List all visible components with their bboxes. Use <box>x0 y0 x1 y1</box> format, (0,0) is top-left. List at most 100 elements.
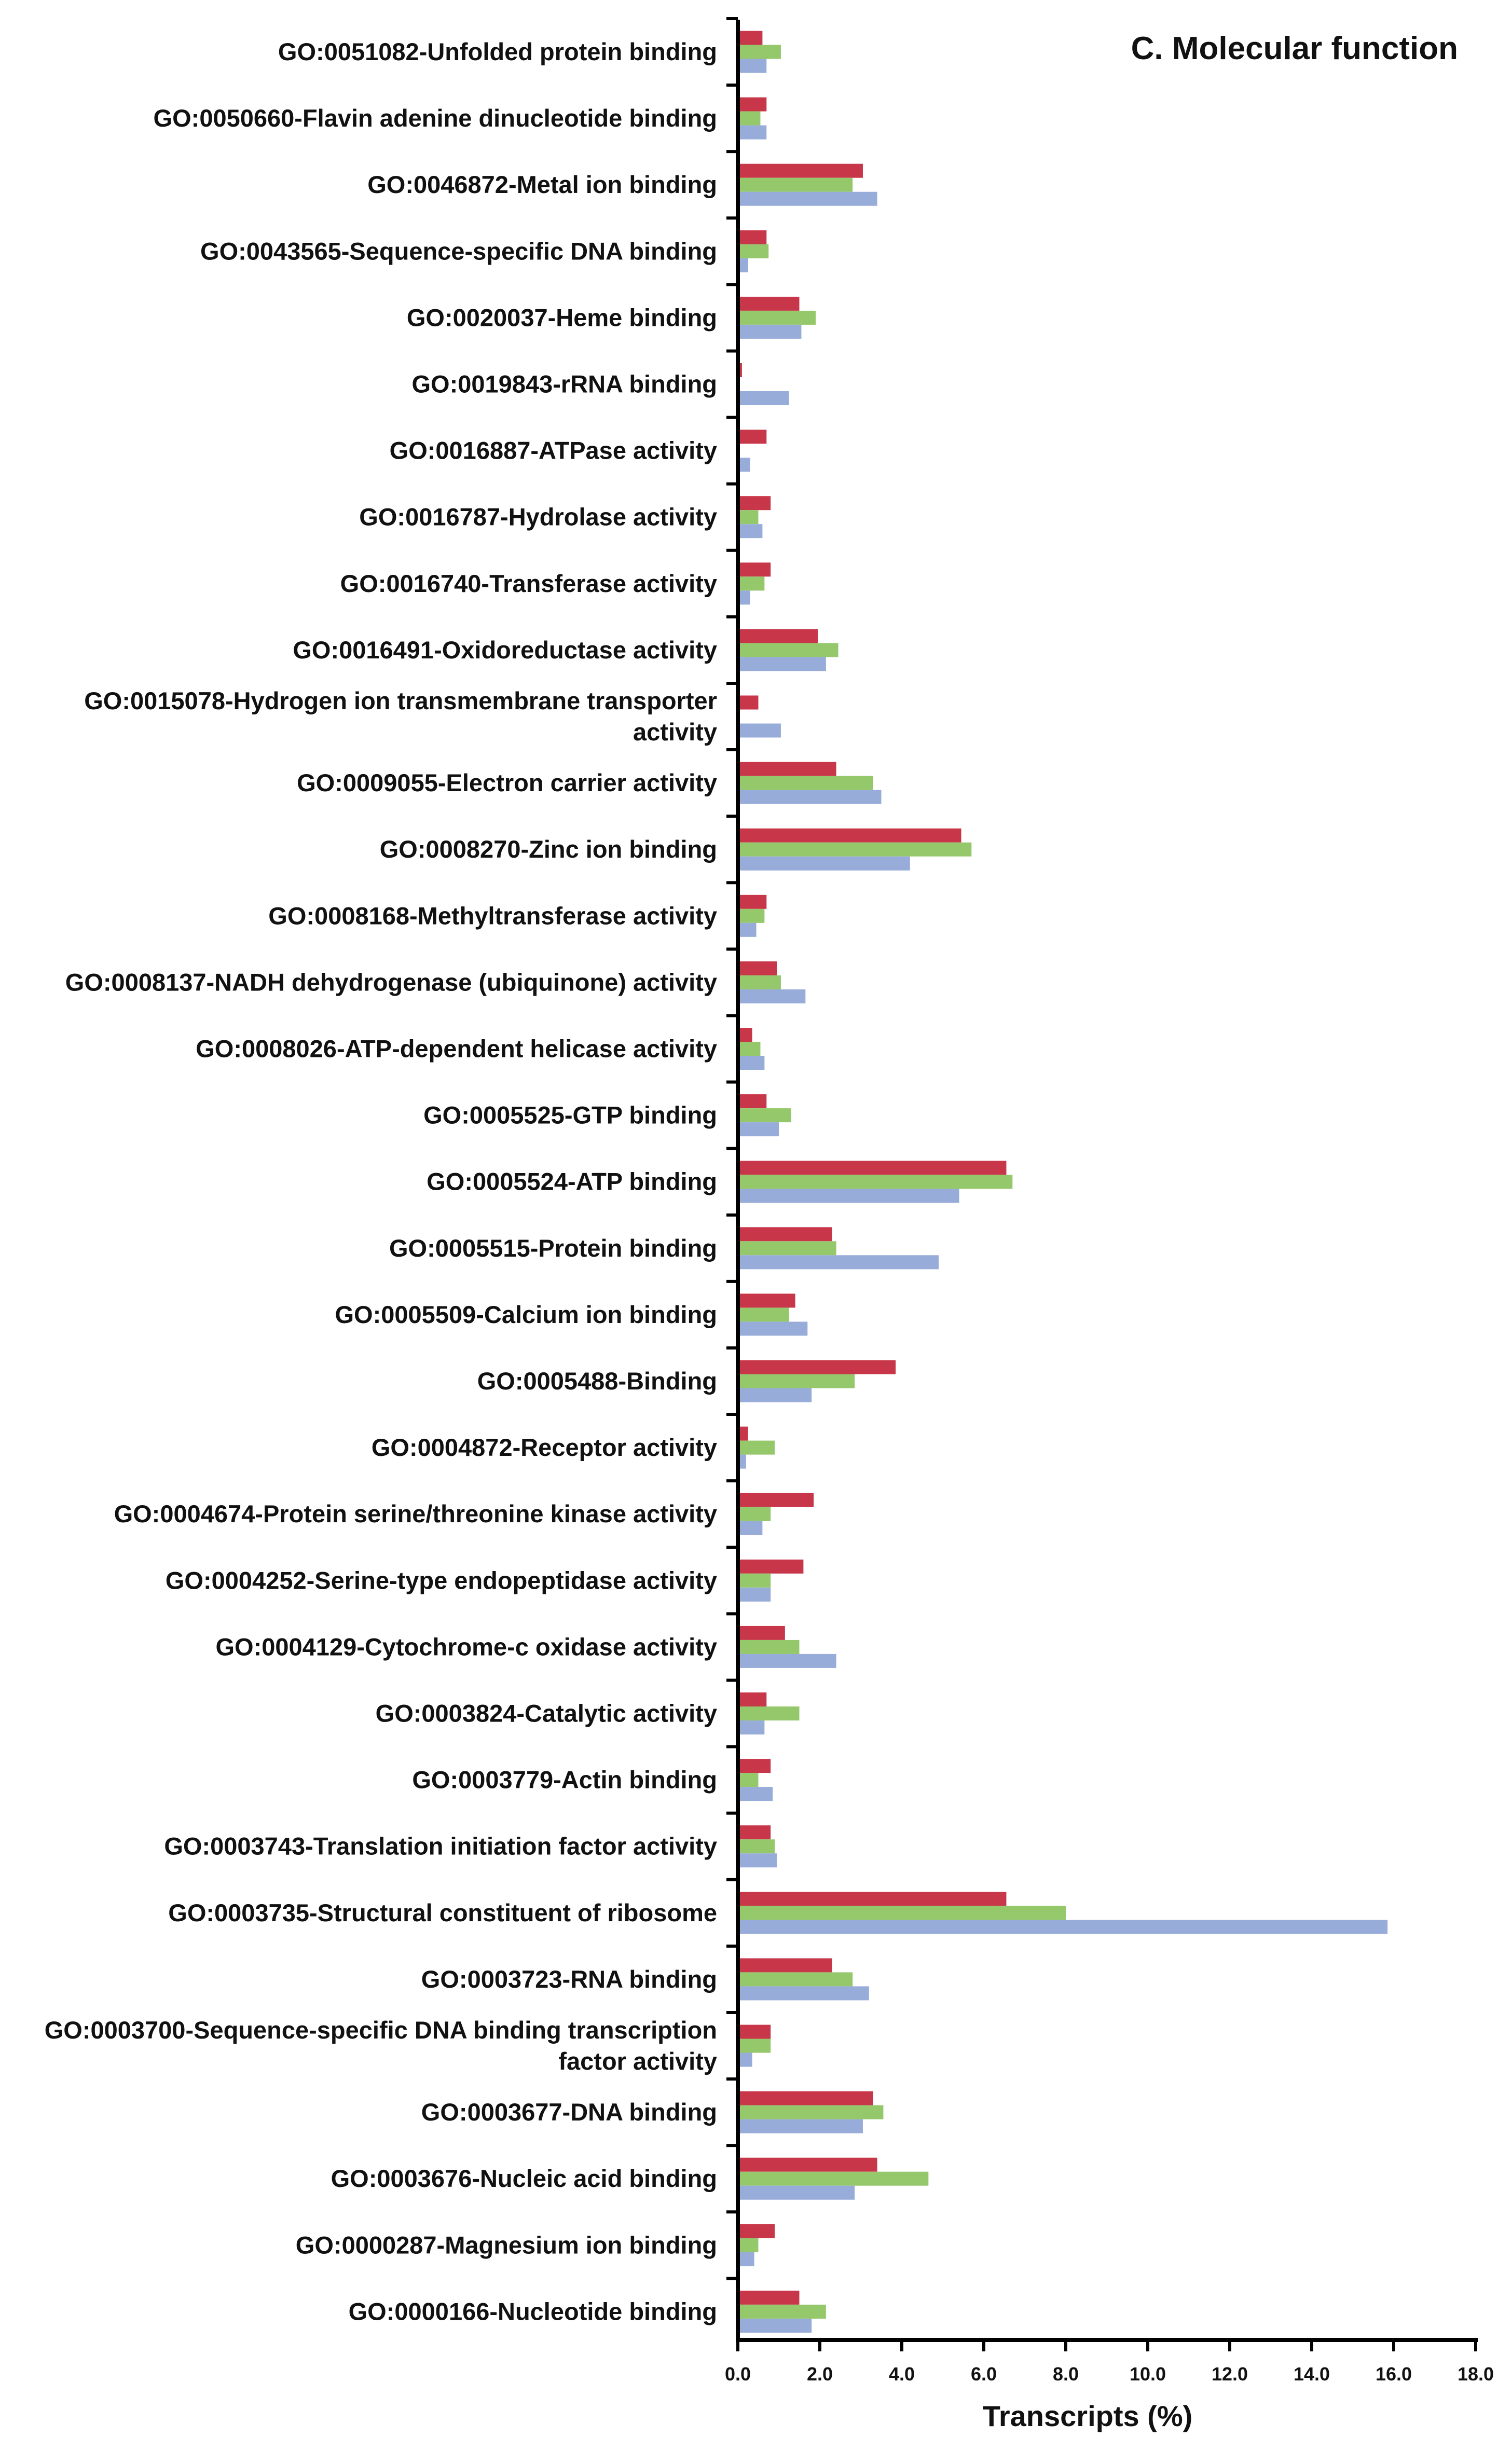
bar-series-1 <box>740 695 759 710</box>
bar-series-3 <box>740 1920 1388 1934</box>
bar-series-1 <box>740 1227 832 1242</box>
bar-series-1 <box>740 2157 877 2172</box>
bar-series-3 <box>740 1189 959 1203</box>
category-label: GO:0004129-Cytochrome-c oxidase activity <box>215 1633 717 1660</box>
bar-series-2 <box>740 2105 884 2119</box>
bar-series-1 <box>740 1958 832 1973</box>
bar-series-1 <box>740 1759 771 1773</box>
bar-series-3 <box>740 2053 752 2067</box>
category-label: GO:0016787-Hydrolase activity <box>359 503 717 531</box>
bar-series-1 <box>740 1161 1007 1175</box>
bar-series-3 <box>740 191 877 206</box>
category-label: GO:0004252-Serine-type endopeptidase act… <box>166 1566 717 1594</box>
bar-series-2 <box>740 1706 800 1720</box>
x-tick-label: 18.0 <box>1458 2363 1494 2385</box>
category-labels: GO:0051082-Unfolded protein binding GO:00… <box>45 38 717 2325</box>
bar-series-1 <box>740 562 771 577</box>
category-label: GO:0003700-Sequence-specific DNA binding… <box>45 2016 717 2044</box>
bar-series-3 <box>740 2318 812 2333</box>
bar-series-1 <box>740 1094 767 1109</box>
category-label: GO:0009055-Electron carrier activity <box>297 769 717 796</box>
bar-series-1 <box>740 296 800 311</box>
category-label: GO:0003723-RNA binding <box>421 1965 717 1993</box>
bar-series-2 <box>740 2039 771 2053</box>
bar-series-1 <box>740 496 771 511</box>
bar-series-3 <box>740 2119 863 2133</box>
category-label: GO:0005524-ATP binding <box>427 1168 717 1195</box>
bar-series-3 <box>740 2185 855 2200</box>
category-label: GO:0046872-Metal ion binding <box>367 171 717 198</box>
bar-series-2 <box>740 1839 775 1854</box>
category-label: GO:0003735-Structural constituent of rib… <box>168 1899 717 1926</box>
bar-series-3 <box>740 989 806 1003</box>
bar-series-3 <box>740 1122 779 1137</box>
bars-layer <box>740 31 1388 2333</box>
bar-series-1 <box>740 1825 771 1840</box>
bar-series-3 <box>740 1056 765 1070</box>
bar-series-2 <box>740 2171 929 2186</box>
bar-series-3 <box>740 922 757 937</box>
bar-series-1 <box>740 2025 771 2039</box>
bar-series-2 <box>740 1175 1013 1189</box>
x-tick-label: 2.0 <box>807 2363 833 2385</box>
bar-series-2 <box>740 1906 1066 1920</box>
bar-series-1 <box>740 1892 1007 1906</box>
category-label: GO:0005488-Binding <box>477 1367 717 1395</box>
x-tick-label: 10.0 <box>1130 2363 1166 2385</box>
bar-series-1 <box>740 1493 814 1507</box>
bar-series-1 <box>740 1692 767 1706</box>
bar-series-2 <box>740 1640 800 1654</box>
category-label: GO:0051082-Unfolded protein binding <box>278 38 717 65</box>
bar-series-2 <box>740 1307 789 1322</box>
bar-series-3 <box>740 458 750 472</box>
bar-series-2 <box>740 908 765 923</box>
bar-series-2 <box>740 1507 771 1521</box>
x-tick-label: 12.0 <box>1212 2363 1248 2385</box>
category-label: GO:0008168-Methyltransferase activity <box>268 902 717 929</box>
category-label: GO:0008270-Zinc ion binding <box>380 835 717 863</box>
category-label: GO:0008137-NADH dehydrogenase (ubiquinon… <box>65 968 717 996</box>
bar-series-1 <box>740 762 836 776</box>
bar-series-3 <box>740 2252 754 2266</box>
category-label: GO:0020037-Heme binding <box>407 304 717 331</box>
x-tick-label: 6.0 <box>971 2363 997 2385</box>
bar-series-3 <box>740 1521 763 1535</box>
category-label: GO:0050660-Flavin adenine dinucleotide b… <box>154 104 717 132</box>
bar-series-1 <box>740 2290 800 2305</box>
category-label: GO:0003676-Nucleic acid binding <box>331 2165 717 2192</box>
bar-series-1 <box>740 894 767 909</box>
bar-series-1 <box>740 1626 785 1640</box>
bar-series-3 <box>740 125 767 140</box>
bar-series-2 <box>740 1374 855 1388</box>
bar-series-2 <box>740 177 853 192</box>
category-label: GO:0008026-ATP-dependent helicase activi… <box>196 1035 717 1063</box>
bar-series-3 <box>740 524 763 539</box>
bar-series-2 <box>740 1972 853 1987</box>
bar-series-2 <box>740 310 816 325</box>
bar-series-1 <box>740 1028 752 1042</box>
bar-series-1 <box>740 31 763 45</box>
bar-series-2 <box>740 45 781 59</box>
bar-series-3 <box>740 657 826 671</box>
x-tick-label: 14.0 <box>1294 2363 1330 2385</box>
category-label: GO:0005509-Calcium ion binding <box>335 1301 718 1328</box>
category-label: GO:0000166-Nucleotide binding <box>349 2297 717 2325</box>
bar-series-3 <box>740 1853 777 1868</box>
x-tick-label: 0.0 <box>725 2363 751 2385</box>
bar-series-1 <box>740 1559 804 1574</box>
bar-series-2 <box>740 111 761 126</box>
bar-series-3 <box>740 590 750 605</box>
category-label: GO:0004674-Protein serine/threonine kina… <box>114 1500 717 1527</box>
category-label: GO:0005525-GTP binding <box>423 1101 717 1129</box>
bar-series-2 <box>740 1042 761 1056</box>
bar-series-1 <box>740 2091 873 2105</box>
category-label: GO:0003677-DNA binding <box>421 2098 717 2126</box>
x-axis: 0.0 2.0 4.0 6.0 8.0 10.0 12.0 14.0 16.0 18.0 <box>725 2338 1494 2385</box>
bar-series-2 <box>740 842 972 857</box>
bar-series-3 <box>740 391 789 405</box>
category-label: GO:0015078-Hydrogen ion transmembrane tr… <box>84 687 717 714</box>
category-label: GO:0000287-Magnesium ion binding <box>296 2231 717 2259</box>
bar-series-3 <box>740 1787 773 1801</box>
